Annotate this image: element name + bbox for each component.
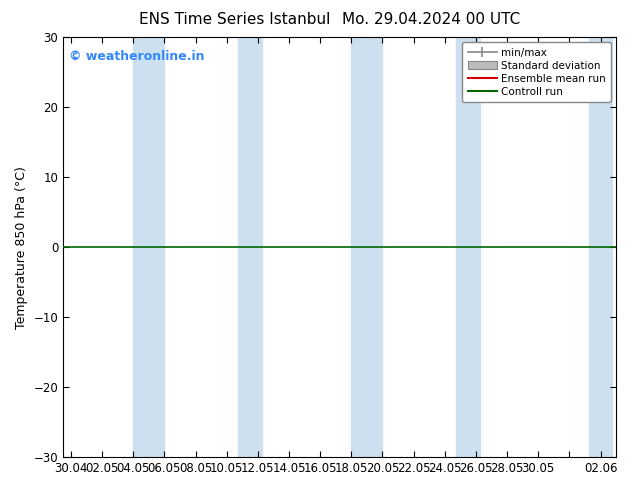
Bar: [351, 37, 382, 457]
Text: ENS Time Series Istanbul: ENS Time Series Istanbul: [139, 12, 330, 27]
Legend: min/max, Standard deviation, Ensemble mean run, Controll run: min/max, Standard deviation, Ensemble me…: [462, 42, 611, 102]
Bar: [456, 37, 480, 457]
Bar: [133, 37, 164, 457]
Bar: [589, 37, 612, 457]
Y-axis label: Temperature 850 hPa (°C): Temperature 850 hPa (°C): [15, 166, 28, 329]
Bar: [238, 37, 262, 457]
Text: © weatheronline.in: © weatheronline.in: [68, 50, 204, 63]
Text: Mo. 29.04.2024 00 UTC: Mo. 29.04.2024 00 UTC: [342, 12, 521, 27]
